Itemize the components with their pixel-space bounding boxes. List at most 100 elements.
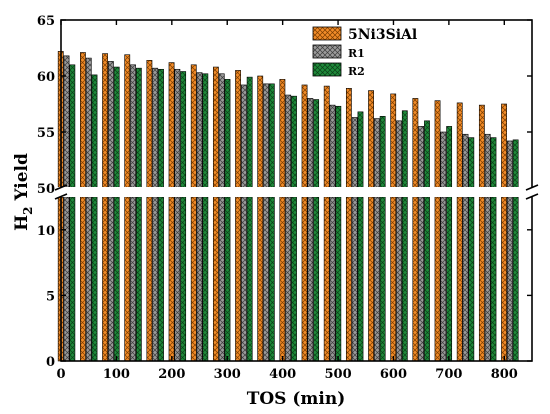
bar-5ni3sial-610-lower (390, 196, 397, 362)
axis-break-mark-left-bottom (54, 193, 68, 200)
bar-r1-810-lower (506, 196, 513, 362)
y-tick-label-55: 55 (37, 126, 55, 141)
bar-5ni3sial-610-upper (390, 93, 397, 189)
bar-5ni3sial-170-lower (146, 196, 153, 362)
bar-r1-250-upper (196, 72, 203, 189)
axis-break-gap (52, 187, 542, 197)
bar-r1-730-upper (462, 133, 469, 189)
bar-r1-730-lower (462, 196, 469, 362)
bar-r2-10-lower (69, 196, 76, 362)
x-tick-label-500: 500 (324, 367, 351, 382)
y-axis-title-main: H (12, 215, 32, 231)
bar-r2-210-upper (180, 71, 187, 189)
bar-r1-250-lower (196, 196, 203, 362)
x-tick-label-600: 600 (380, 367, 407, 382)
bar-5ni3sial-90-upper (102, 53, 108, 189)
x-tick-label-700: 700 (435, 367, 462, 382)
y-tick-label-lower-0: 0 (46, 355, 55, 370)
legend-label-5ni3sial: 5Ni3SiAl (348, 27, 417, 43)
bar-r2-570-upper (379, 116, 386, 189)
bar-r2-810-upper (512, 139, 519, 189)
bar-r2-610-lower (401, 196, 408, 362)
x-tick-label-800: 800 (491, 367, 518, 382)
bar-r1-210-upper (174, 68, 181, 189)
bar-r1-690-lower (440, 196, 447, 362)
y-tick-label-lower-10: 10 (37, 224, 55, 239)
bar-5ni3sial-450-lower (301, 196, 308, 362)
bar-r2-50-lower (91, 196, 98, 362)
bar-5ni3sial-210-upper (168, 62, 175, 189)
x-tick-label-400: 400 (269, 367, 296, 382)
bar-5ni3sial-410-upper (279, 79, 286, 189)
bar-r1-370-upper (263, 83, 269, 189)
bar-r2-490-lower (335, 196, 342, 362)
bar-r1-610-upper (396, 120, 402, 189)
bar-r1-90-upper (107, 61, 114, 189)
bar-r2-730-upper (468, 137, 475, 189)
bar-r1-610-lower (396, 196, 402, 362)
bar-5ni3sial-650-lower (412, 196, 419, 362)
axis-break-mark-left-top (54, 184, 68, 191)
bar-r1-650-upper (418, 126, 425, 189)
bar-5ni3sial-210-lower (168, 196, 175, 362)
bar-r1-210-lower (174, 196, 181, 362)
bar-5ni3sial-250-lower (190, 196, 197, 362)
bar-5ni3sial-450-upper (301, 84, 308, 189)
x-tick-label-200: 200 (158, 367, 185, 382)
bar-5ni3sial-730-upper (456, 102, 463, 189)
bar-5ni3sial-370-upper (257, 75, 264, 189)
bar-r2-10-upper (69, 64, 76, 189)
bar-r1-290-lower (218, 196, 225, 362)
legend-swatch-r1 (312, 44, 342, 59)
bar-r1-810-upper (506, 140, 513, 189)
bar-5ni3sial-770-lower (478, 196, 485, 362)
y-tick-label-65: 65 (37, 14, 55, 29)
legend-label-r1: R1 (348, 47, 365, 60)
bar-5ni3sial-290-upper (212, 66, 219, 189)
bar-r2-530-upper (357, 111, 364, 189)
x-tick-label-0: 0 (56, 367, 65, 382)
bar-r1-570-upper (373, 118, 380, 189)
legend: 5Ni3SiAl R1 R2 (312, 26, 417, 78)
bar-r2-290-lower (224, 196, 231, 362)
bar-r2-650-upper (424, 120, 430, 189)
bar-5ni3sial-410-lower (279, 196, 286, 362)
bar-5ni3sial-690-lower (434, 196, 441, 362)
bar-r2-730-lower (468, 196, 475, 362)
bar-r1-130-lower (130, 196, 136, 362)
bar-r1-130-upper (130, 64, 136, 189)
bar-r2-170-lower (158, 196, 164, 362)
bar-5ni3sial-330-lower (235, 196, 241, 362)
axis-break-mark-right-bottom (525, 193, 539, 200)
bar-r1-330-lower (240, 196, 247, 362)
bar-5ni3sial-90-lower (102, 196, 108, 362)
bars-upper-panel (57, 51, 519, 189)
bar-r2-490-upper (335, 105, 342, 189)
bar-5ni3sial-690-upper (434, 100, 441, 189)
bar-r1-450-lower (307, 196, 314, 362)
y-axis-title-rest: Yield (12, 153, 32, 206)
bar-5ni3sial-530-upper (345, 88, 352, 189)
bar-r2-570-lower (379, 196, 386, 362)
bar-5ni3sial-570-lower (368, 196, 374, 362)
bar-r1-570-lower (373, 196, 380, 362)
bar-r2-450-upper (313, 99, 320, 189)
x-tick-label-300: 300 (214, 367, 241, 382)
axis-ticks (60, 19, 532, 362)
bar-r1-410-upper (285, 94, 292, 189)
bar-5ni3sial-770-upper (478, 104, 485, 189)
bar-r2-810-lower (512, 196, 519, 362)
bar-r1-690-upper (440, 131, 447, 189)
bar-r2-90-upper (113, 66, 120, 189)
bar-r2-250-upper (202, 73, 209, 189)
bar-5ni3sial-130-upper (124, 54, 131, 189)
bar-5ni3sial-570-upper (368, 90, 374, 189)
bar-r2-50-upper (91, 74, 98, 189)
bar-5ni3sial-730-lower (456, 196, 463, 362)
bar-r1-290-upper (218, 73, 225, 189)
bar-r2-90-lower (113, 196, 120, 362)
bar-r1-170-lower (152, 196, 159, 362)
bar-r1-10-lower (63, 196, 70, 362)
bar-5ni3sial-250-upper (190, 64, 197, 189)
y-tick-label-60: 60 (37, 70, 55, 85)
